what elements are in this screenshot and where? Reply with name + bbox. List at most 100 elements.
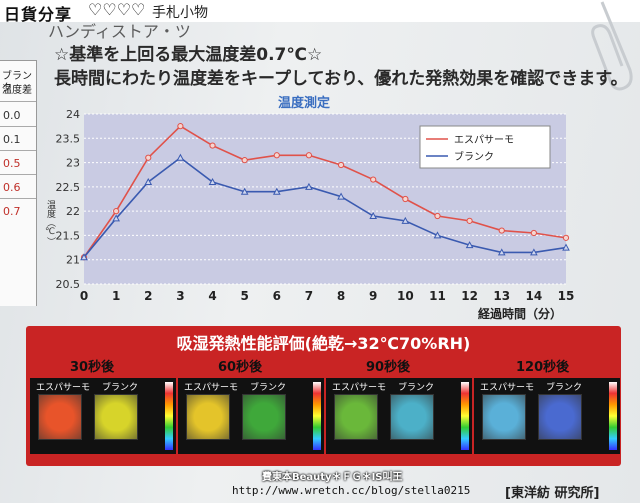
x-tick-label: 15 [558,289,575,303]
table-divider [0,174,36,175]
thermo-square [186,394,230,440]
table-cell: 0.7 [3,205,21,218]
side-table-head2: 温度差 [2,85,32,96]
x-tick-label: 5 [240,289,248,303]
data-point [305,152,313,159]
y-axis-label: 温度（℃） [45,200,56,246]
data-point [497,248,506,256]
data-point [113,208,120,215]
x-tick-label: 11 [429,289,446,303]
table-divider [0,198,36,199]
banner-hearts: ♡♡♡♡ [88,0,146,19]
thermo-square [38,394,82,440]
time-label: 120秒後 [516,360,570,375]
thermo-square [334,394,378,440]
x-tick-label: 3 [176,289,184,303]
thermo-left-label: エスパサーモ [36,383,91,393]
data-point [305,182,313,190]
thermo-image: エスパサーモ ブランク [30,378,176,454]
chart-title: 温度測定 [278,96,331,111]
y-tick-label: 22 [66,205,80,218]
data-point [530,248,538,256]
legend-label: ブランク [454,150,494,163]
thermo-square [390,394,434,440]
data-point [177,123,184,130]
thermo-image: エスパサーモ ブランク [178,378,324,454]
data-point [272,187,281,195]
color-scale [461,382,469,450]
y-tick-label: 23 [66,157,80,170]
banner-title: 日貨分享 [4,5,73,24]
x-tick-label: 14 [526,289,543,303]
data-point [466,217,473,224]
thermo-right-label: ブランク [546,383,583,393]
side-table: ブランク 温度差 0.0 0.1 0.5 0.6 0.7 [0,60,37,306]
table-cell: 0.0 [3,109,21,122]
y-tick-label: 21 [66,254,80,267]
table-divider [0,101,36,102]
legend-label: エスパサーモ [454,134,514,146]
data-point [112,214,120,222]
x-tick-label: 7 [305,289,313,303]
watermark-url: http://www.wretch.cc/blog/stella0215 [232,484,471,497]
table-divider [0,126,36,127]
x-tick-label: 12 [461,289,478,303]
color-scale [609,382,617,450]
data-point [145,154,152,161]
data-point [401,216,410,224]
thermo-left-label: エスパサーモ [184,383,239,393]
x-tick-label: 0 [80,289,88,303]
series-line [83,156,567,258]
thermo-right-label: ブランク [398,383,435,393]
x-tick-label: 6 [273,289,281,303]
y-tick-label: 20.5 [56,278,81,291]
data-point [337,161,345,169]
table-cell: 0.1 [3,133,21,146]
data-point [369,211,378,219]
data-point [241,157,248,164]
data-point [530,229,537,237]
data-point [433,231,442,239]
y-tick-label: 21.5 [56,229,81,242]
thermo-square [242,394,286,440]
x-tick-label: 2 [144,289,152,303]
thermo-square [482,394,526,440]
headline-line2: 長時間にわたり温度差をキープしており、優れた発熱効果を確認できます。 [54,69,628,89]
time-label: 90秒後 [366,360,411,375]
data-point [434,212,441,220]
side-table-head: ブランク [2,71,32,94]
data-point [209,142,216,149]
x-tick-label: 10 [397,289,414,303]
color-scale [313,382,321,450]
thermo-right-label: ブランク [102,383,139,393]
data-point [562,234,570,241]
panel-title: 吸湿発熱性能評価(絶乾→32℃70%RH) [176,334,471,353]
data-point [80,253,88,261]
thermo-square [94,394,138,440]
thermo-right-label: ブランク [250,383,287,393]
headline-line1: ☆基準を上回る最大温度差0.7℃☆ [54,45,323,65]
color-scale [165,382,173,450]
data-point [562,243,570,251]
source-label: [東洋紡 研究所] [505,486,600,501]
thermo-square [538,394,582,440]
x-axis-label: 経過時間（分） [478,306,562,321]
x-tick-label: 8 [337,289,345,303]
data-point [273,152,280,159]
x-tick-label: 9 [369,289,377,303]
data-point [208,177,217,185]
watermark-credit: 費東本Beauty＊ＦＧ＊IS叫王 [262,472,403,483]
thermo-image: エスパサーモ ブランク [474,378,620,454]
data-point [402,195,409,203]
time-label: 60秒後 [218,360,263,375]
thermo-image: エスパサーモ ブランク [326,378,472,454]
blog-banner: 日貨分享 ♡♡♡♡ 手札小物 [0,0,640,24]
evaluation-panel: 吸湿発熱性能評価(絶乾→32℃70%RH) 30秒後 60秒後 90秒後 120… [26,326,621,466]
data-point [465,241,474,249]
paperclip-icon [591,1,633,91]
time-label: 30秒後 [70,360,115,375]
data-point [370,176,377,183]
y-tick-label: 22.5 [56,181,81,194]
